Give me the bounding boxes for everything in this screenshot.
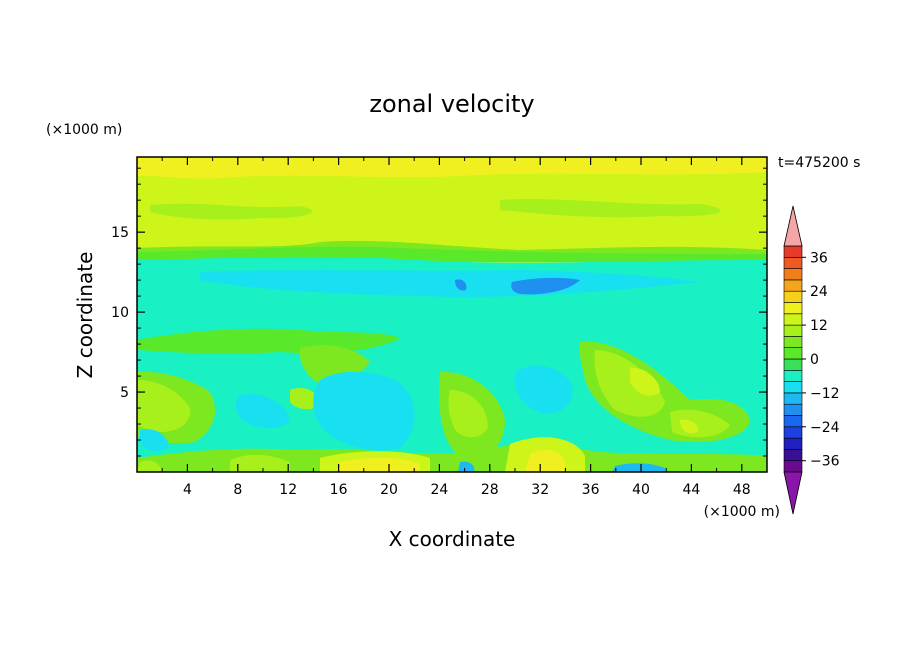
y-tick-label: 10 (111, 305, 129, 321)
colorbar-segment (783, 268, 803, 281)
x-tick-label: 16 (330, 482, 348, 498)
x-tick-label: 28 (481, 482, 499, 498)
x-tick-label: 48 (733, 482, 751, 498)
colorbar-tick-label: 24 (810, 284, 828, 300)
x-unit-label: (×1000 m) (704, 504, 780, 520)
colorbar-segment (783, 313, 803, 326)
time-label: t=475200 s (778, 155, 860, 171)
y-tick-label: 5 (120, 385, 129, 401)
contour-field (137, 157, 767, 472)
colorbar-segment (783, 279, 803, 292)
colorbar-tick-label: −36 (810, 454, 840, 470)
colorbar-segment (783, 415, 803, 428)
x-tick-label: 20 (380, 482, 398, 498)
colorbar-extend-high (783, 205, 803, 247)
colorbar-segment (783, 437, 803, 450)
x-tick-label: 36 (582, 482, 600, 498)
y-tick-label: 15 (111, 225, 129, 241)
colorbar-segment (783, 256, 803, 269)
colorbar-segment (783, 426, 803, 439)
colorbar-tick-label: 36 (810, 250, 828, 266)
colorbar-segment (783, 336, 803, 348)
colorbar-segment (783, 449, 803, 461)
colorbar-tick-label: 12 (810, 318, 828, 334)
x-tick-label: 4 (183, 482, 192, 498)
colorbar-segment (783, 358, 803, 371)
colorbar-segment (783, 392, 803, 405)
x-axis-label: X coordinate (389, 527, 516, 551)
colorbar-segment (783, 302, 803, 315)
colorbar: 36 24 12 0 −12 −24 −36 (783, 205, 840, 515)
colorbar-segment (783, 347, 803, 360)
y-unit-label: (×1000 m) (46, 122, 122, 138)
x-tick-label: 40 (632, 482, 650, 498)
x-tick-label: 44 (682, 482, 700, 498)
y-axis-label: Z coordinate (73, 252, 97, 379)
x-tick-label: 32 (531, 482, 549, 498)
x-tick-label: 8 (233, 482, 242, 498)
plot-frame (136, 156, 768, 473)
x-axis: 4 8 12 16 20 24 28 32 36 40 44 48 (161, 157, 751, 498)
x-tick-label: 24 (430, 482, 448, 498)
colorbar-segment (783, 403, 803, 416)
colorbar-tick-label: −24 (810, 420, 840, 436)
x-tick-label: 12 (279, 482, 297, 498)
colorbar-segment (783, 460, 803, 473)
colorbar-segment (783, 369, 803, 382)
colorbar-segment (783, 381, 803, 394)
colorbar-segment (783, 324, 803, 337)
chart-title: zonal velocity (369, 90, 534, 118)
colorbar-tick-label: 0 (810, 352, 819, 368)
colorbar-tick-label: −12 (810, 386, 840, 402)
colorbar-segment (783, 245, 803, 258)
y-axis: 5 10 15 (111, 167, 767, 457)
colorbar-segment (783, 290, 803, 303)
colorbar-extend-low (783, 471, 803, 515)
